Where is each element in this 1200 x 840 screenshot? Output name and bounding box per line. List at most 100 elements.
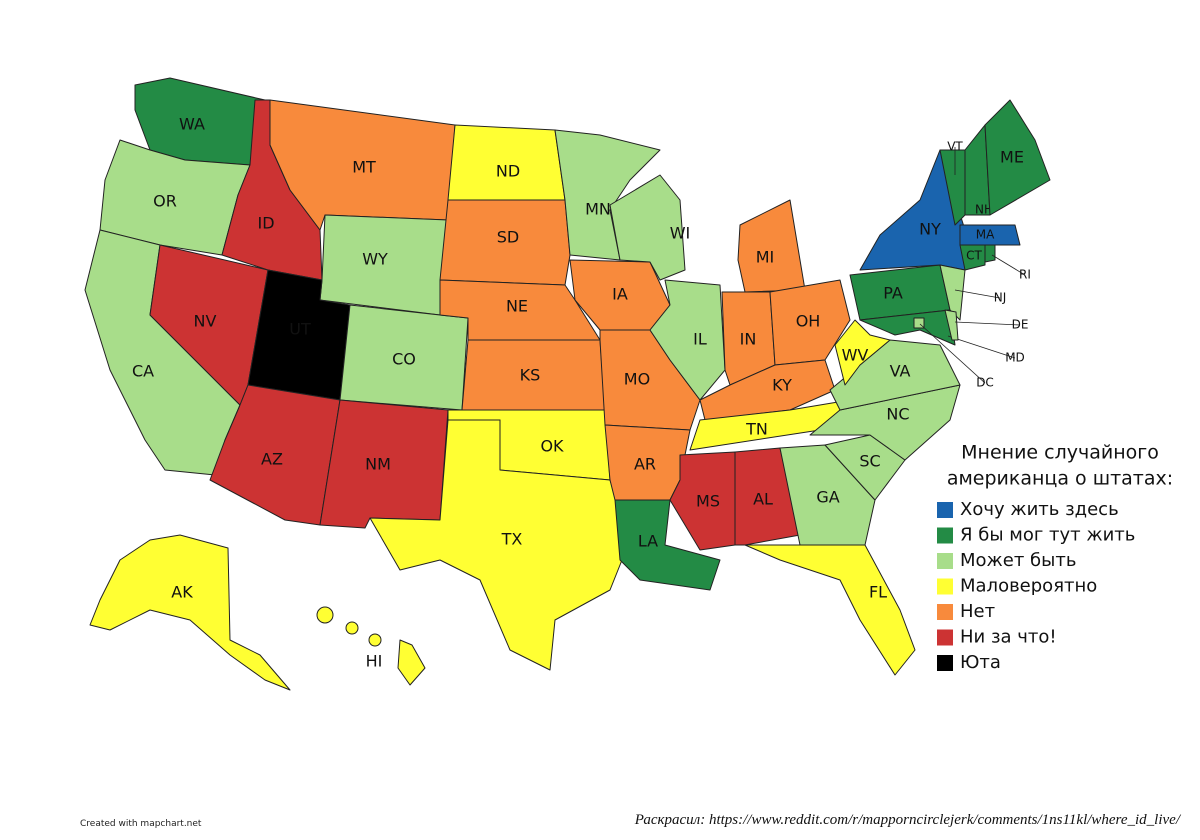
- leader-line: [947, 335, 1016, 359]
- state-shape: [984, 99, 1051, 216]
- state-label: MA: [976, 228, 995, 242]
- state-label: NY: [919, 220, 941, 239]
- state-label: MI: [756, 248, 775, 267]
- legend-label: Маловероятно: [960, 576, 1097, 597]
- state-label: TX: [501, 530, 523, 549]
- state-label: NC: [886, 405, 909, 424]
- state-label: NE: [506, 297, 528, 316]
- state-shape: [737, 199, 806, 293]
- state-shape: [779, 444, 876, 546]
- state-shape: [439, 199, 571, 286]
- state-label: KS: [520, 366, 541, 385]
- island: [316, 606, 334, 624]
- state-label: WY: [362, 250, 388, 269]
- island: [368, 633, 382, 647]
- state-label: UT: [289, 320, 311, 339]
- legend-swatch: [937, 527, 953, 544]
- state-shape: [649, 279, 726, 401]
- state-label: MD: [1005, 351, 1025, 365]
- legend-label: Может быть: [960, 550, 1076, 571]
- leader-line: [919, 323, 986, 384]
- state-label: NV: [194, 312, 217, 331]
- state-label: HI: [366, 652, 383, 671]
- state-shape: [699, 359, 836, 421]
- state-shape: [959, 244, 986, 271]
- state-label: MT: [352, 158, 376, 177]
- state-label: FL: [869, 583, 887, 602]
- state-shape: [614, 499, 721, 591]
- state-label: WI: [670, 224, 691, 243]
- state-label: DE: [1012, 318, 1029, 332]
- state-label: TN: [745, 420, 768, 439]
- state-label: MN: [585, 200, 611, 219]
- legend-label: Нет: [960, 601, 995, 622]
- state-label: IN: [740, 330, 757, 349]
- state-label: OR: [153, 192, 177, 211]
- state-label: VA: [890, 362, 911, 381]
- legend-label: Ни за что!: [960, 627, 1057, 648]
- state-label: ID: [257, 214, 274, 233]
- state-shape: [369, 419, 631, 671]
- source: Раскрасил: https://www.reddit.com/r/mapp…: [634, 812, 1182, 828]
- state-label: OK: [540, 437, 564, 456]
- legend: Мнение случайного американца о штатах: Хоч…: [937, 442, 1173, 673]
- state-label: NH: [975, 203, 993, 217]
- state-shape: [734, 447, 801, 546]
- state-label: AK: [171, 583, 193, 602]
- state-label: OH: [796, 312, 821, 331]
- state-label: KY: [772, 376, 792, 395]
- state-shape: [769, 279, 851, 366]
- leader-line: [954, 321, 1021, 326]
- state-label: WA: [179, 115, 205, 134]
- legend-label: Хочу жить здесь: [960, 499, 1119, 520]
- state-label: MS: [696, 492, 720, 511]
- legend-title: американца о штатах:: [947, 468, 1173, 490]
- state-label: IA: [612, 285, 628, 304]
- state-shape: [859, 309, 956, 346]
- legend-title: Мнение случайного: [961, 442, 1159, 464]
- legend-label: Я бы мог тут жить: [960, 525, 1135, 546]
- state-label: ME: [1000, 148, 1024, 167]
- state-label: GA: [816, 488, 839, 507]
- state-shape: [89, 534, 291, 691]
- state-shape: [319, 214, 449, 316]
- legend-label: Юта: [960, 652, 1001, 673]
- state-shape: [944, 309, 959, 341]
- state-shape: [984, 244, 996, 263]
- legend-swatch: [937, 553, 953, 569]
- legend-swatch: [937, 655, 953, 671]
- state-label: NJ: [994, 291, 1007, 305]
- state-label: MO: [624, 370, 650, 389]
- state-shape: [609, 174, 686, 281]
- state-shape: [834, 319, 891, 386]
- state-shape: [554, 129, 661, 261]
- state-shape: [339, 304, 469, 411]
- legend-swatch: [937, 578, 953, 595]
- state-shape: [397, 639, 426, 686]
- state-label: AR: [634, 455, 656, 474]
- leader-line: [991, 254, 1026, 276]
- state-label: LA: [638, 532, 658, 551]
- states: WA OR CA NV ID MT WY UT CO AZ NM ND SD NE KS OK TX MN IA MO…: [84, 77, 1051, 691]
- state-shape: [939, 264, 966, 321]
- state-label: VT: [947, 140, 963, 154]
- state-label: PA: [883, 284, 903, 303]
- state-label: IL: [693, 330, 707, 349]
- state-label: SC: [859, 452, 880, 471]
- state-label: NM: [365, 455, 391, 474]
- legend-swatch: [937, 604, 953, 620]
- legend-swatch: [937, 502, 953, 518]
- state-label: SD: [497, 228, 519, 247]
- state-label: CA: [132, 362, 154, 381]
- state-label: AZ: [261, 450, 283, 469]
- state-label: ND: [496, 162, 520, 181]
- leader-line: [954, 289, 1001, 299]
- state-label: CO: [392, 350, 416, 369]
- state-label: RI: [1019, 268, 1031, 282]
- state-shape: [744, 544, 916, 676]
- state-label: DC: [976, 376, 994, 390]
- state-shape: [959, 224, 1021, 246]
- state-label: CT: [966, 249, 982, 263]
- state-label: AL: [753, 490, 773, 509]
